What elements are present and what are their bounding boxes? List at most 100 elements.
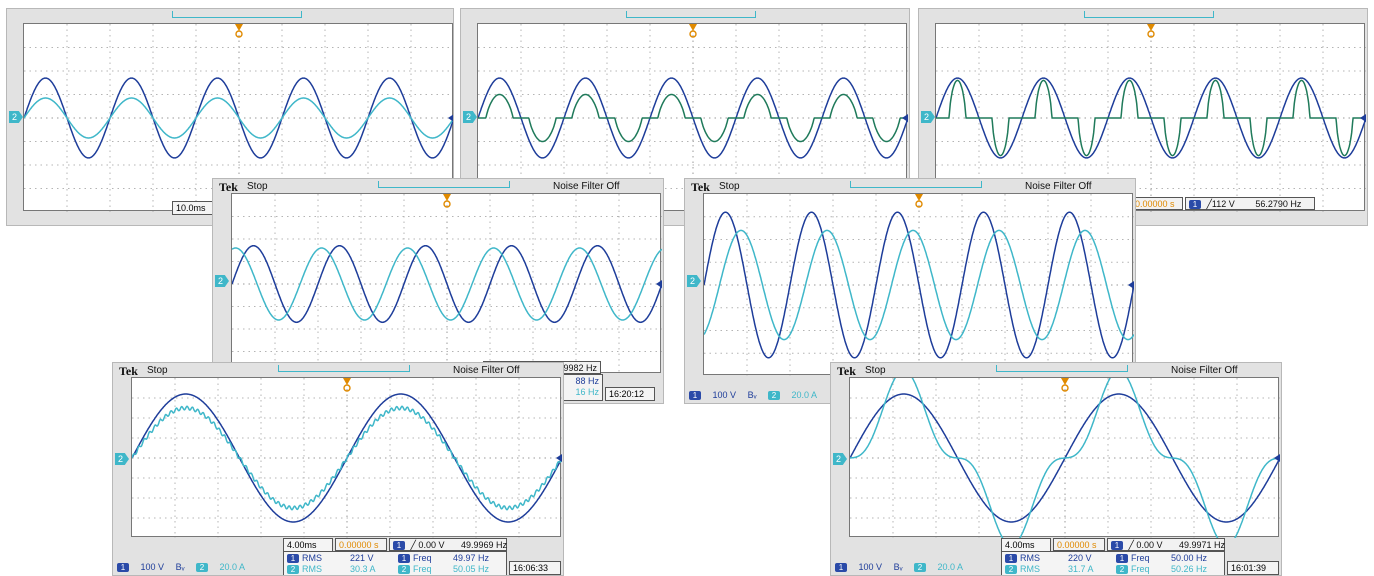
trigger-position-marker <box>235 30 243 38</box>
ch1-rms-value: 220 V <box>1068 553 1092 563</box>
trigger-level-marker <box>448 114 453 122</box>
clock-readout: 16:01:39 <box>1227 561 1279 575</box>
channel-2-scale: 20.0 A <box>791 390 818 400</box>
trigger-position-marker <box>1147 30 1155 38</box>
scope-panel-5: Tek Stop Noise Filter Off 2 1 100 V Bᵥ 2… <box>684 178 1136 404</box>
trace-channel-2 <box>232 247 662 321</box>
trigger-position-marker <box>689 24 697 31</box>
trigger-position-marker <box>343 378 351 385</box>
trigger-position-marker <box>915 200 923 208</box>
scope-topbar: Tek Stop Noise Filter Off <box>831 363 1281 379</box>
trigger-level-marker <box>902 114 908 122</box>
waveform-plot <box>936 24 1366 212</box>
trigger-window-indicator <box>378 181 510 188</box>
channel-1-badge: 1 <box>287 554 299 564</box>
channel-2-ground-marker: 2 <box>215 275 229 287</box>
trigger-position-marker <box>1061 384 1069 392</box>
trigger-level-marker <box>1360 114 1366 122</box>
ch2-freq-label: Freq <box>413 564 432 574</box>
waveform-grid <box>849 377 1280 538</box>
noise-filter-status: Noise Filter Off <box>553 181 620 192</box>
trigger-frequency: 49.9982 Hz <box>550 363 597 373</box>
trigger-position-readout: 0.00000 s <box>1053 538 1105 551</box>
ch1-freq-label: Freq <box>1131 553 1150 563</box>
channel-2-scale: 20.0 A <box>219 562 246 572</box>
channel-scale-bar: 1 100 V Bᵥ 2 20.0 A <box>835 561 972 574</box>
trigger-position-readout: 0.00000 s <box>1131 197 1183 210</box>
measurement-row-ch1: 1 RMS 221 V 1 Freq 49.97 Hz <box>287 553 503 564</box>
trigger-position: 0.00000 s <box>339 540 379 550</box>
clock-readout: 16:20:12 <box>605 387 655 401</box>
trigger-level-marker <box>1128 281 1134 289</box>
ch1-rms-label: RMS <box>1020 553 1040 563</box>
trigger-position-marker <box>689 30 697 38</box>
trigger-level: ╱ 0.00 V <box>410 540 445 550</box>
waveform-plot <box>132 378 562 538</box>
scope-topbar <box>919 9 1367 25</box>
trigger-readout: 1 ╱112 V 56.2790 Hz <box>1185 197 1315 210</box>
trace-channel-2 <box>936 79 1366 157</box>
brand-logo: Tek <box>837 364 856 378</box>
ch1-freq-value: 50.00 Hz <box>1171 553 1208 563</box>
channel-2-ground-marker: 2 <box>833 453 847 465</box>
trigger-level-marker <box>1274 454 1280 462</box>
channel-1-badge: 1 <box>1111 541 1123 551</box>
bandwidth-limit: Bᵥ <box>893 562 903 572</box>
trigger-level-marker <box>556 454 562 462</box>
trigger-position: 0.00000 s <box>1135 199 1175 209</box>
channel-2-ground-marker: 2 <box>463 111 477 123</box>
graticule <box>232 194 662 374</box>
ch2-rms-value: 30.3 A <box>350 564 376 574</box>
trigger-position-marker <box>343 384 351 392</box>
waveform-plot <box>24 24 453 212</box>
acquisition-state: Stop <box>247 181 268 192</box>
brand-logo: Tek <box>219 180 238 194</box>
measurement-row-ch2: 2 RMS 30.3 A 2 Freq 50.05 Hz <box>287 564 503 575</box>
waveform-grid <box>703 193 1134 376</box>
channel-2-badge: 2 <box>913 563 926 573</box>
measurement-row-ch1: 1 RMS 220 V 1 Freq 50.00 Hz <box>1005 553 1221 564</box>
waveform-plot <box>850 378 1280 538</box>
channel-2-badge: 2 <box>1116 565 1128 575</box>
trigger-window-indicator <box>278 365 410 372</box>
ch1-rms-value: 221 V <box>350 553 374 563</box>
ch2-freq-value: 50.05 Hz <box>453 564 490 574</box>
bandwidth-limit: Bᵥ <box>175 562 185 572</box>
channel-2-badge: 2 <box>287 565 299 575</box>
acquisition-state: Stop <box>719 181 740 192</box>
channel-1-badge: 1 <box>689 391 701 401</box>
channel-2-scale: 20.0 A <box>937 562 964 572</box>
measurement-ch1-freq: 88 Hz <box>575 376 599 386</box>
brand-logo: Tek <box>691 180 710 194</box>
trace-channel-2 <box>478 93 908 143</box>
ch1-freq-label: Freq <box>413 553 432 563</box>
measurement-ch2-freq: 16 Hz <box>575 387 599 397</box>
ch2-freq-value: 50.26 Hz <box>1171 564 1208 574</box>
scope-topbar: Tek Stop Noise Filter Off <box>685 179 1135 195</box>
ch2-rms-value: 31.7 A <box>1068 564 1094 574</box>
scope-topbar <box>461 9 909 25</box>
trigger-readout: 1 ╱ 0.00 V 49.9969 Hz <box>389 538 507 551</box>
noise-filter-status: Noise Filter Off <box>1025 181 1092 192</box>
noise-filter-status: Noise Filter Off <box>1171 365 1238 376</box>
waveform-grid <box>23 23 453 212</box>
channel-2-badge: 2 <box>195 563 208 573</box>
trigger-position-marker <box>443 200 451 208</box>
graticule <box>132 378 562 538</box>
trigger-window-indicator <box>850 181 982 188</box>
bandwidth-limit: Bᵥ <box>747 390 757 400</box>
trigger-position-readout: 0.00000 s <box>335 538 387 551</box>
channel-1-scale: 100 V <box>140 562 165 572</box>
timebase-readout: 4.00ms <box>1001 538 1051 552</box>
ch2-rms-label: RMS <box>302 564 322 574</box>
scope-topbar <box>7 9 453 25</box>
trace-channel-1 <box>704 211 1134 359</box>
channel-1-badge: 1 <box>835 563 847 573</box>
noise-filter-status: Noise Filter Off <box>453 365 520 376</box>
trace-channel-2 <box>132 405 562 511</box>
channel-2-ground-marker: 2 <box>9 111 23 123</box>
ch2-freq-label: Freq <box>1131 564 1150 574</box>
channel-scale-bar: 1 100 V Bᵥ 2 20.0 A <box>689 389 826 402</box>
trace-channel-2 <box>704 229 1134 341</box>
channel-2-badge: 2 <box>398 565 410 575</box>
